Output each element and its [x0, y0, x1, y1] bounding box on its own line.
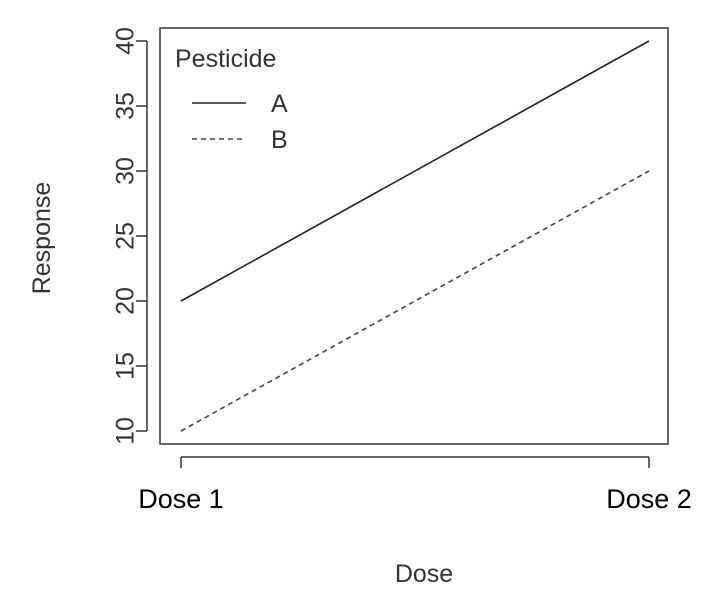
legend: Pesticide AB [175, 45, 288, 154]
y-tick-label: 25 [112, 222, 140, 250]
x-axis: Dose 1 Dose 2 [138, 456, 692, 514]
y-tick-label: 30 [112, 157, 140, 185]
y-tick-label: 40 [112, 27, 140, 55]
series-group [180, 40, 650, 432]
x-axis-title: Dose [395, 560, 453, 588]
legend-title: Pesticide [175, 45, 276, 73]
series-line-b [180, 170, 650, 432]
x-tick-label: Dose 1 [138, 484, 224, 514]
plot-frame [159, 27, 669, 445]
y-tick-label: 35 [112, 92, 140, 120]
x-tick-label: Dose 2 [606, 484, 692, 514]
series-line-a [180, 40, 650, 302]
y-axis: 10 15 20 25 30 35 40 [112, 27, 148, 445]
y-tick-label: 15 [112, 352, 140, 380]
y-tick-label: 20 [112, 287, 140, 315]
legend-label-a: A [271, 90, 288, 118]
y-tick-label: 10 [112, 417, 140, 445]
y-axis-title: Response [28, 182, 56, 295]
legend-label-b: B [271, 126, 288, 154]
